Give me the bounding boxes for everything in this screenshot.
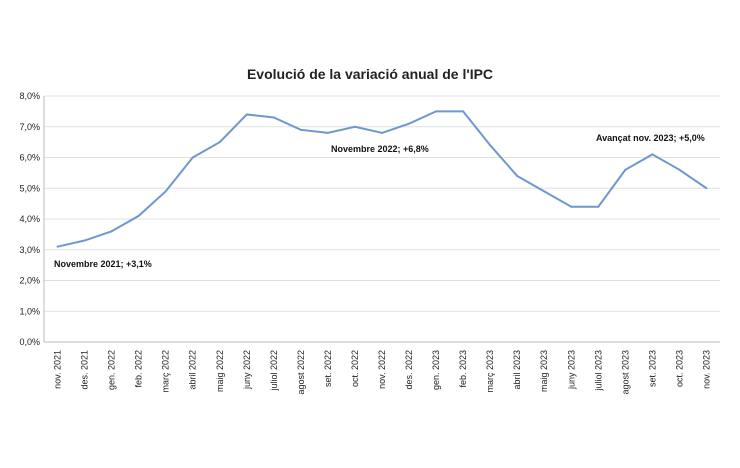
data-point (705, 187, 708, 190)
data-point (381, 131, 383, 134)
x-tick-label: set. 2023 (647, 350, 657, 387)
y-tick-label: 4,0% (19, 214, 40, 224)
x-tick-label: juny 2023 (566, 350, 576, 390)
chart-title: Evolució de la variació anual de l'IPC (247, 66, 493, 82)
data-point (624, 168, 627, 171)
data-point (272, 116, 275, 119)
x-tick-label: març 2023 (485, 350, 495, 393)
data-point (326, 131, 329, 134)
y-tick-label: 6,0% (19, 153, 40, 163)
x-tick-label: nov. 2023 (701, 350, 711, 389)
data-point (651, 153, 654, 156)
data-point (56, 245, 59, 248)
x-tick-label: juliol 2022 (269, 350, 279, 392)
x-tick-label: set. 2022 (323, 350, 333, 387)
data-point (110, 230, 113, 233)
data-point (435, 110, 438, 113)
x-tick-label: des. 2021 (80, 350, 90, 390)
x-tick-label: feb. 2022 (134, 350, 144, 388)
y-tick-label: 8,0% (19, 91, 40, 101)
data-point (543, 190, 546, 193)
x-tick-label: feb. 2023 (458, 350, 468, 388)
data-point (597, 205, 600, 208)
x-tick-label: gen. 2022 (107, 350, 117, 390)
data-point (137, 214, 140, 217)
data-point (516, 174, 519, 177)
x-tick-label: agost 2022 (296, 350, 306, 395)
data-point (353, 125, 356, 128)
y-tick-label: 7,0% (19, 122, 40, 132)
y-tick-label: 0,0% (19, 337, 40, 347)
data-point (164, 190, 167, 193)
x-tick-label: oct. 2023 (674, 350, 684, 387)
data-point (245, 113, 248, 116)
y-tick-label: 1,0% (19, 306, 40, 316)
x-tick-label: maig 2022 (215, 350, 225, 392)
annotation-nov-2022: Novembre 2022; +6,8% (331, 144, 429, 154)
data-point (462, 110, 465, 113)
y-tick-label: 5,0% (19, 183, 40, 193)
x-tick-label: gen. 2023 (431, 350, 441, 390)
data-point (570, 205, 573, 208)
x-tick-label: des. 2022 (404, 350, 414, 390)
x-tick-label: juny 2022 (242, 350, 252, 390)
x-tick-label: abril 2022 (188, 350, 198, 390)
data-point (678, 168, 681, 171)
data-point (191, 156, 194, 159)
data-point (218, 141, 221, 144)
data-point (489, 144, 492, 147)
annotation-nov-2023: Avançat nov. 2023; +5,0% (596, 133, 705, 143)
data-point (83, 239, 86, 242)
x-tick-label: oct. 2022 (350, 350, 360, 387)
data-point (299, 128, 302, 131)
y-tick-label: 3,0% (19, 245, 40, 255)
x-tick-label: maig 2023 (539, 350, 549, 392)
x-tick-label: juliol 2023 (593, 350, 603, 392)
data-point (408, 122, 411, 125)
x-tick-label: agost 2023 (620, 350, 630, 395)
annotation-nov-2021: Novembre 2021; +3,1% (54, 259, 152, 269)
x-tick-label: abril 2023 (512, 350, 522, 390)
x-tick-label: nov. 2022 (377, 350, 387, 389)
x-tick-label: nov. 2021 (53, 350, 63, 389)
y-tick-label: 2,0% (19, 276, 40, 286)
series-line (57, 110, 708, 248)
x-tick-label: març 2022 (161, 350, 171, 393)
